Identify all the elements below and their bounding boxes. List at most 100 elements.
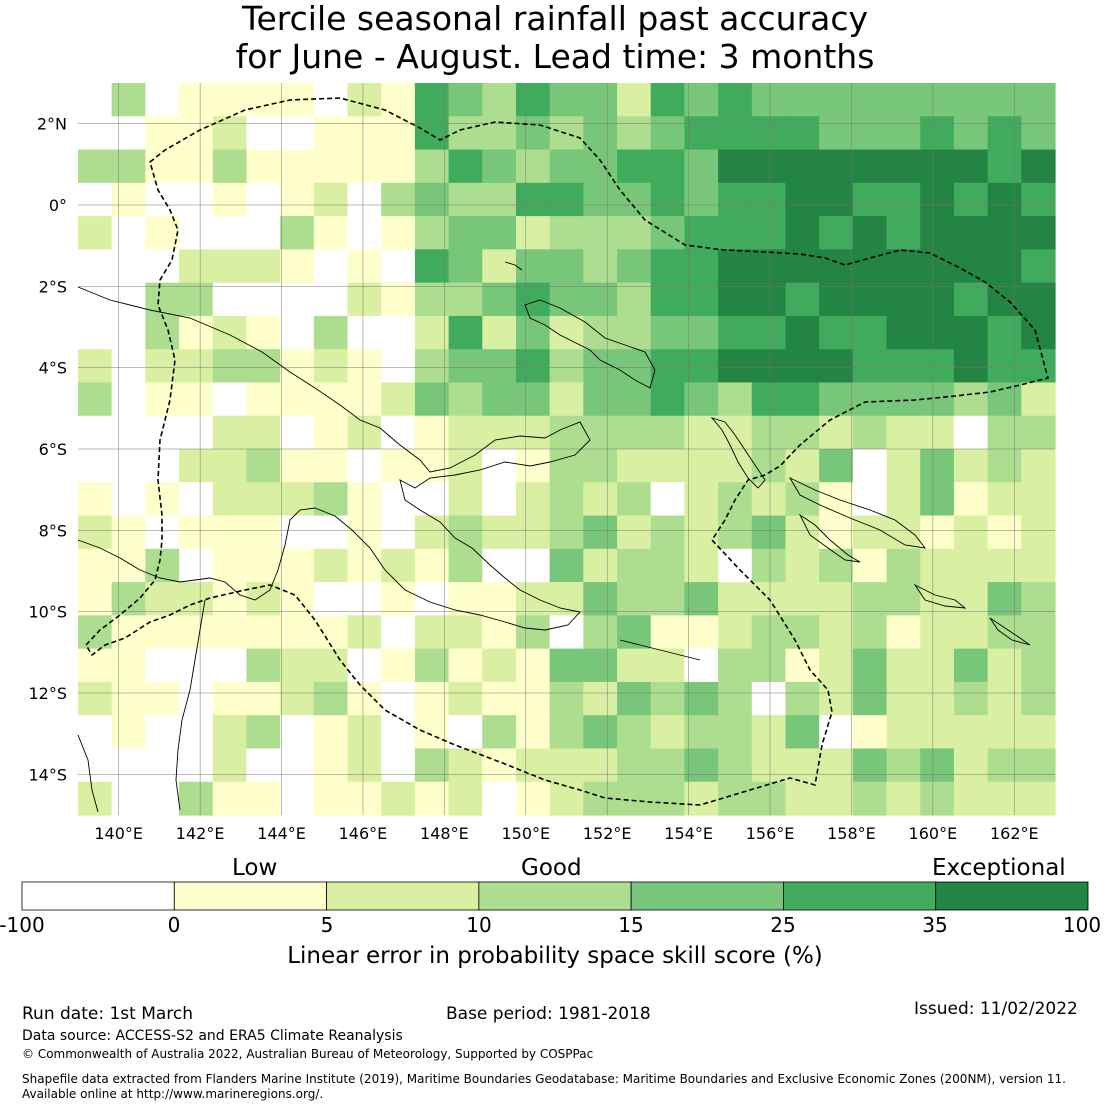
- colorbar-tick: 15: [618, 913, 644, 937]
- grid-cell: [414, 582, 450, 616]
- grid-cell: [448, 681, 483, 716]
- grid-cell: [347, 515, 382, 550]
- grid-cell: [650, 681, 686, 716]
- grid-cell: [920, 149, 955, 184]
- grid-cell: [549, 582, 584, 616]
- grid-cell: [212, 781, 248, 816]
- grid-cell: [482, 182, 517, 217]
- grid-cell: [313, 116, 349, 151]
- grid-cell: [583, 748, 618, 783]
- grid-cell: [145, 182, 180, 217]
- grid-cell: [313, 315, 349, 350]
- longitude-label: 150°E: [501, 824, 550, 843]
- grid-cell: [313, 149, 349, 184]
- grid-cell: [617, 149, 652, 184]
- grid-cell: [886, 781, 921, 816]
- grid-cell: [953, 415, 989, 450]
- grid-cell: [482, 83, 517, 117]
- grid-cell: [549, 349, 584, 384]
- grid-cell: [381, 482, 416, 517]
- grid-cell: [482, 615, 517, 650]
- grid-cell: [684, 216, 719, 250]
- grid-cell: [583, 315, 618, 350]
- grid-cell: [246, 482, 281, 517]
- grid-cell: [650, 781, 686, 816]
- grid-cell: [179, 748, 214, 783]
- base-period: Base period: 1981-2018: [446, 1004, 651, 1024]
- grid-cell: [1021, 83, 1056, 117]
- grid-cell: [852, 382, 888, 417]
- grid-cell: [78, 615, 113, 650]
- grid-cell: [819, 182, 854, 217]
- grid-cell: [953, 116, 989, 151]
- grid-cell: [78, 482, 113, 517]
- grid-cell: [684, 382, 719, 417]
- grid-cell: [381, 681, 416, 716]
- colorbar-label: Linear error in probability space skill …: [287, 943, 823, 969]
- grid-cell: [920, 648, 955, 683]
- grid-cell: [381, 449, 416, 483]
- grid-cell: [78, 582, 113, 616]
- solomon-islands-coastline-2: [798, 513, 861, 563]
- grid-cell: [751, 648, 787, 683]
- grid-cell: [852, 781, 888, 816]
- grid-cell: [920, 681, 955, 716]
- colorbar-tick: 100: [1062, 913, 1102, 937]
- longitude-label: 146°E: [339, 824, 388, 843]
- grid-cell: [819, 748, 854, 783]
- grid-cell: [785, 715, 820, 750]
- colorbar-tick: 5: [320, 913, 334, 937]
- grid-cell: [381, 382, 416, 417]
- grid-cell: [549, 182, 584, 217]
- grid-cell: [617, 615, 652, 650]
- grid-cell: [280, 515, 315, 550]
- grid-cell: [212, 482, 248, 517]
- grid-cell: [718, 449, 753, 483]
- grid-cell: [347, 382, 382, 417]
- grid-cell: [1021, 116, 1056, 151]
- grid-cell: [920, 582, 955, 616]
- grid-cell: [819, 315, 854, 350]
- grid-cell: [179, 149, 214, 184]
- grid-cell: [111, 681, 146, 716]
- grid-cell: [212, 615, 248, 650]
- grid-cell: [1021, 482, 1056, 517]
- grid-cell: [920, 216, 955, 250]
- grid-cell: [852, 83, 888, 117]
- grid-cell: [347, 648, 382, 683]
- grid-cell: [684, 748, 719, 783]
- grid-cell: [280, 482, 315, 517]
- grid-cell: [617, 116, 652, 151]
- grid-cell: [617, 515, 652, 550]
- grid-cell: [448, 249, 483, 284]
- grid-cell: [617, 216, 652, 250]
- grid-cell: [852, 182, 888, 217]
- grid-cell: [785, 548, 820, 583]
- grid-cell: [179, 515, 214, 550]
- grid-cell: [852, 216, 888, 250]
- grid-cell: [448, 748, 483, 783]
- grid-cell: [785, 349, 820, 384]
- grid-cell: [684, 781, 719, 816]
- grid-cell: [347, 615, 382, 650]
- grid-cell: [583, 548, 618, 583]
- grid-cell: [920, 382, 955, 417]
- grid-cell: [1021, 515, 1056, 550]
- grid-cell: [145, 249, 180, 284]
- grid-cell: [650, 282, 686, 317]
- grid-cell: [583, 182, 618, 217]
- grid-cell: [684, 116, 719, 151]
- grid-cell: [549, 282, 584, 317]
- grid-cell: [886, 582, 921, 616]
- grid-cell: [583, 615, 618, 650]
- grid-cell: [718, 615, 753, 650]
- grid-cell: [145, 582, 180, 616]
- grid-cell: [347, 548, 382, 583]
- grid-cell: [886, 748, 921, 783]
- latitude-label: 2°S: [39, 277, 67, 296]
- grid-cell: [145, 349, 180, 384]
- grid-cell: [886, 349, 921, 384]
- grid-cell: [852, 548, 888, 583]
- grid-cell: [381, 415, 416, 450]
- grid-cell: [482, 315, 517, 350]
